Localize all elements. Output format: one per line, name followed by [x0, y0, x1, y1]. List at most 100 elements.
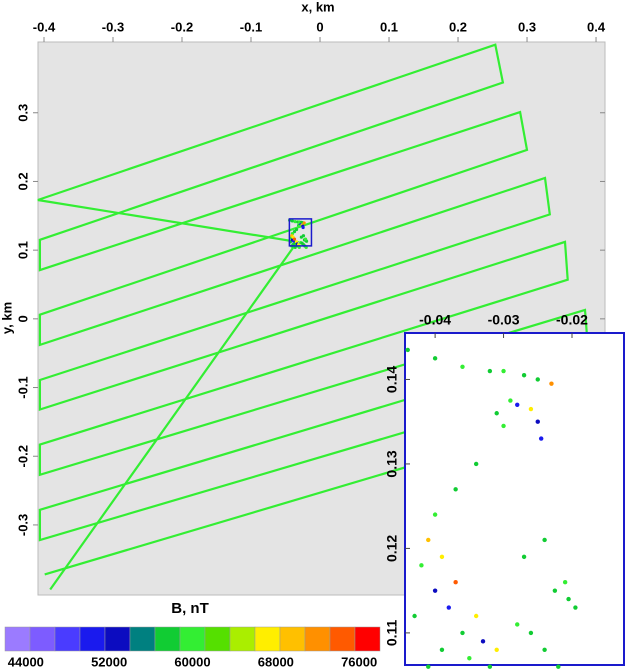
inset-point: [480, 639, 486, 644]
main-blob-point: [290, 219, 295, 223]
inset-point: [467, 656, 472, 661]
track: [37, 43, 602, 591]
y-tick-label: 0.2: [15, 172, 30, 190]
inset-point: [501, 368, 506, 374]
main-blob-point: [297, 224, 301, 229]
colorbar-box: [279, 626, 306, 652]
colorbar-box: [79, 626, 106, 652]
inset-point: [494, 411, 499, 416]
main-blob-point: [294, 227, 299, 232]
inset-point: [521, 554, 527, 560]
colorbar-tick-label: 68000: [258, 654, 294, 669]
inset-point: [556, 664, 561, 669]
y-tick-label: -0.1: [15, 376, 30, 398]
colorbar-box: [4, 626, 31, 652]
inset-y-tick-label: 0.13: [384, 450, 400, 477]
y-tick-label: 0.1: [15, 241, 30, 259]
main-blob-point: [301, 225, 305, 230]
inset-x-tick-label: -0.04: [419, 312, 451, 328]
main-blob-point: [292, 230, 297, 234]
inset-region: [288, 218, 313, 247]
inset-point: [460, 630, 465, 636]
inset-x-tick-label: -0.03: [488, 312, 520, 328]
inset-point: [439, 647, 445, 652]
y-tick-label: -0.3: [15, 514, 30, 536]
y-axis-label: y, km: [0, 302, 14, 334]
colorbar-box: [129, 626, 156, 652]
colorbar-tick-label: 60000: [174, 654, 210, 669]
inset-point: [515, 402, 520, 408]
colorbar-label: B, nT: [171, 600, 209, 617]
inset-point: [453, 580, 458, 585]
inset-point: [542, 537, 547, 543]
inset-point: [426, 537, 431, 543]
inset-point: [515, 622, 520, 627]
inset-point: [412, 613, 417, 619]
inset-point: [566, 596, 571, 602]
colorbar-tick-label: 44000: [8, 654, 44, 669]
inset-point: [432, 356, 438, 361]
inset-point: [446, 605, 451, 610]
x-axis-label: x, km: [301, 0, 334, 14]
colorbar-box: [154, 626, 181, 652]
inset-point: [552, 588, 558, 593]
x-tick-label: -0.1: [240, 19, 262, 34]
inset-x-tick-label: -0.02: [556, 312, 588, 328]
colorbar-box: [254, 626, 281, 652]
inset-area: [404, 332, 625, 666]
colorbar-box: [229, 626, 256, 652]
main-blob-point: [302, 221, 306, 225]
inset-y-tick-label: 0.12: [384, 535, 400, 562]
inset-point: [460, 364, 465, 369]
inset-point: [535, 377, 540, 382]
y-tick-label: 0.3: [15, 104, 30, 122]
inset-point: [549, 381, 554, 386]
colorbar-tick-label: 76000: [341, 654, 377, 669]
inset-point: [419, 563, 424, 568]
x-tick-label: -0.4: [33, 19, 56, 34]
main-blob-point: [301, 234, 306, 238]
inset-point: [473, 613, 479, 619]
inset-point: [473, 461, 479, 467]
x-tick-label: 0.3: [518, 19, 536, 34]
inset-point: [453, 487, 458, 492]
colorbar-box: [104, 626, 131, 652]
colorbar-box: [329, 626, 356, 652]
colorbar-box: [29, 626, 56, 652]
main-blob-point: [292, 237, 297, 241]
colorbar-box: [204, 626, 231, 652]
inset-point: [528, 406, 534, 412]
inset-y-tick-label: 0.11: [384, 619, 400, 646]
inset-point: [508, 398, 513, 403]
inset-point: [538, 436, 544, 441]
inset-point: [528, 630, 534, 636]
colorbar-box: [54, 626, 81, 652]
colorbar-box: [179, 626, 206, 652]
inset-point: [432, 512, 438, 517]
inset-point: [573, 605, 578, 610]
inset-point: [432, 588, 438, 593]
x-tick-label: -0.2: [171, 19, 193, 34]
inset-point: [562, 580, 568, 585]
y-tick-label: 0: [15, 315, 30, 322]
inset-point: [426, 664, 431, 669]
inset-point: [487, 664, 493, 669]
colorbar-box: [304, 626, 331, 652]
inset-point: [487, 368, 493, 374]
inset-point: [494, 647, 499, 652]
x-tick-label: 0.1: [380, 19, 398, 34]
colorbar-box: [354, 626, 381, 652]
x-tick-label: 0.4: [587, 19, 606, 34]
inset-point: [439, 554, 445, 560]
main-blob-point: [293, 220, 297, 224]
x-tick-label: 0.2: [449, 19, 467, 34]
inset-point: [542, 647, 547, 652]
colorbar-tick-label: 52000: [91, 654, 127, 669]
inset-point: [405, 347, 410, 353]
inset-point: [535, 419, 540, 424]
inset-point: [521, 373, 527, 378]
x-tick-label: -0.3: [102, 19, 124, 34]
x-tick-label: 0: [316, 19, 323, 34]
